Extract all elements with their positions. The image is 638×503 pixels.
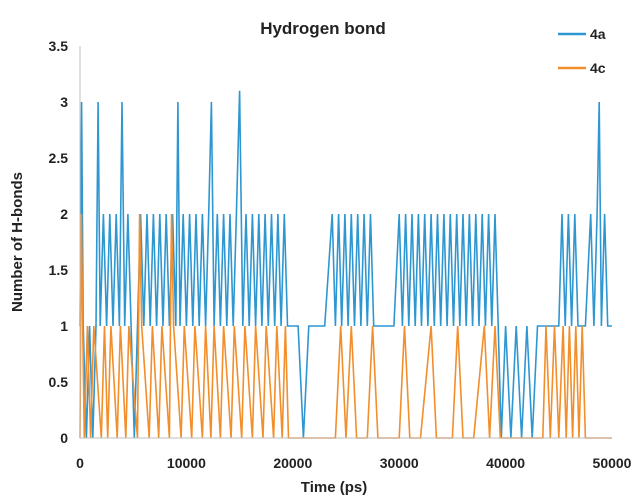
y-axis-label: Number of H-bonds <box>9 172 26 312</box>
x-tick-label: 30000 <box>380 455 419 471</box>
y-tick-label: 3 <box>60 94 68 110</box>
y-tick-label: 1 <box>60 318 68 334</box>
legend: 4a 4c <box>558 26 606 76</box>
x-tick-label: 10000 <box>167 455 206 471</box>
x-tick-label: 20000 <box>273 455 312 471</box>
x-tick-label: 40000 <box>486 455 525 471</box>
legend-label-4c: 4c <box>590 60 606 76</box>
y-tick-labels: 0 0.5 1 1.5 2 2.5 3 3.5 <box>49 38 69 446</box>
legend-label-4a: 4a <box>590 26 606 42</box>
x-tick-label: 0 <box>76 455 84 471</box>
y-tick-label: 0 <box>60 430 68 446</box>
series-layer <box>79 90 612 439</box>
y-tick-label: 2.5 <box>49 150 69 166</box>
y-tick-label: 0.5 <box>49 374 69 390</box>
x-tick-label: 50000 <box>593 455 632 471</box>
y-tick-label: 2 <box>60 206 68 222</box>
x-axis-label: Time (ps) <box>301 479 367 496</box>
y-tick-label: 3.5 <box>49 38 69 54</box>
series-line-4a <box>79 90 612 439</box>
y-tick-label: 1.5 <box>49 262 69 278</box>
chart-title: Hydrogen bond <box>260 19 386 38</box>
x-tick-labels: 0 10000 20000 30000 40000 50000 <box>76 455 632 471</box>
